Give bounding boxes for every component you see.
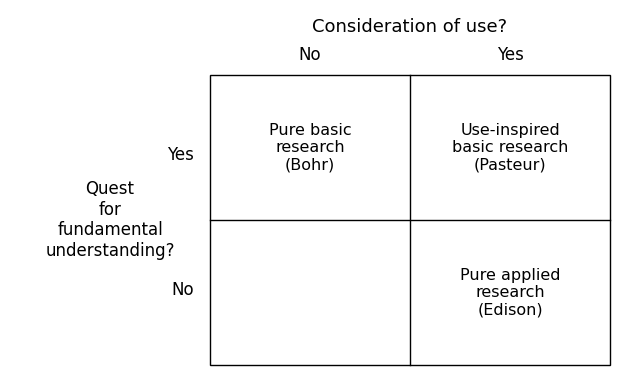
- Text: Yes: Yes: [497, 46, 524, 64]
- Text: Pure applied
research
(Edison): Pure applied research (Edison): [460, 268, 560, 318]
- Text: Pure basic
research
(Bohr): Pure basic research (Bohr): [269, 123, 351, 172]
- Text: No: No: [172, 281, 194, 299]
- Text: No: No: [299, 46, 321, 64]
- Text: Use-inspired
basic research
(Pasteur): Use-inspired basic research (Pasteur): [452, 123, 568, 172]
- Text: Consideration of use?: Consideration of use?: [312, 18, 508, 36]
- Text: Yes: Yes: [168, 146, 194, 164]
- Text: Quest
for
fundamental
understanding?: Quest for fundamental understanding?: [45, 180, 175, 260]
- Bar: [210, 75, 610, 365]
